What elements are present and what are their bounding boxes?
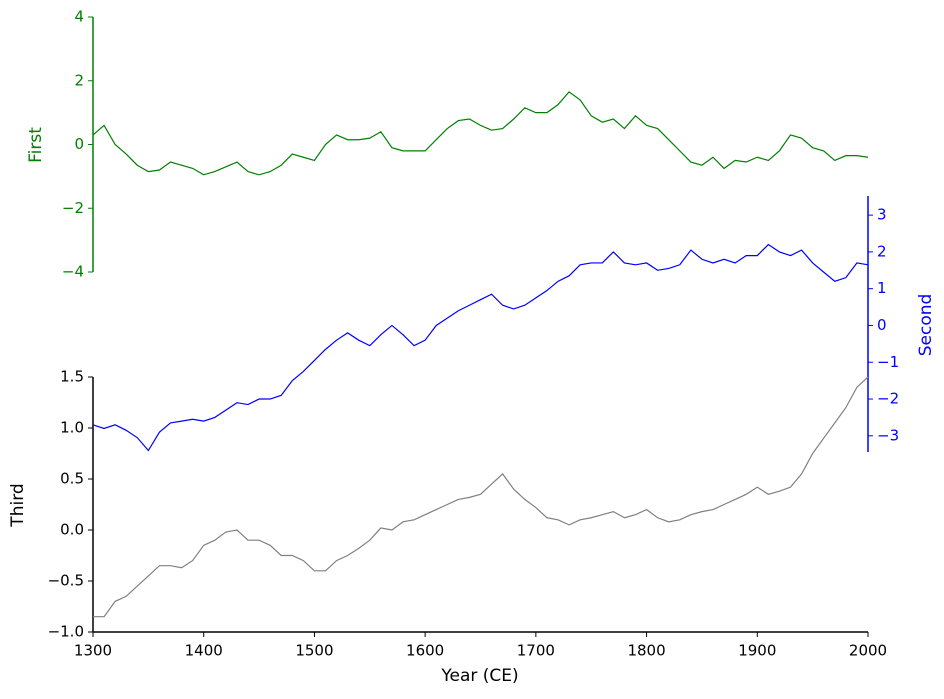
y-tick-label: 3	[877, 206, 887, 224]
y3-axis-label: Third	[8, 483, 28, 527]
y-tick-label: −4	[62, 263, 84, 281]
y-tick-label: 4	[74, 8, 84, 26]
y2-axis-label: Second	[916, 294, 936, 357]
y-tick-label: 1.5	[60, 368, 84, 386]
y-tick-label: 2	[74, 71, 84, 89]
y-tick-label: 1	[877, 279, 887, 297]
x-axis-label: Year (CE)	[440, 666, 518, 686]
y-tick-label: 0	[877, 316, 887, 334]
y-tick-label: −3	[877, 426, 899, 444]
x-tick-label: 1400	[185, 642, 223, 660]
y-tick-label: 2	[877, 242, 887, 260]
x-tick-label: 2000	[849, 642, 887, 660]
y-tick-label: 0	[74, 135, 84, 153]
y-tick-label: −0.5	[48, 572, 84, 590]
x-tick-label: 1700	[517, 642, 555, 660]
y-tick-label: 0.0	[60, 521, 84, 539]
y-tick-label: −2	[877, 390, 899, 408]
series-line	[93, 376, 869, 618]
x-tick-label: 1900	[738, 642, 776, 660]
x-tick-label: 1300	[74, 642, 112, 660]
y-tick-label: −1.0	[48, 623, 84, 641]
x-tick-label: 1800	[627, 642, 665, 660]
series-line	[92, 243, 869, 452]
y-tick-label: 0.5	[60, 470, 84, 488]
y-tick-label: −2	[62, 199, 84, 217]
series-line	[92, 91, 869, 176]
x-tick-label: 1500	[295, 642, 333, 660]
y-tick-label: −1	[877, 353, 899, 371]
x-tick-label: 1600	[406, 642, 444, 660]
y-tick-label: 1.0	[60, 419, 84, 437]
y-axis-label: First	[26, 127, 46, 163]
